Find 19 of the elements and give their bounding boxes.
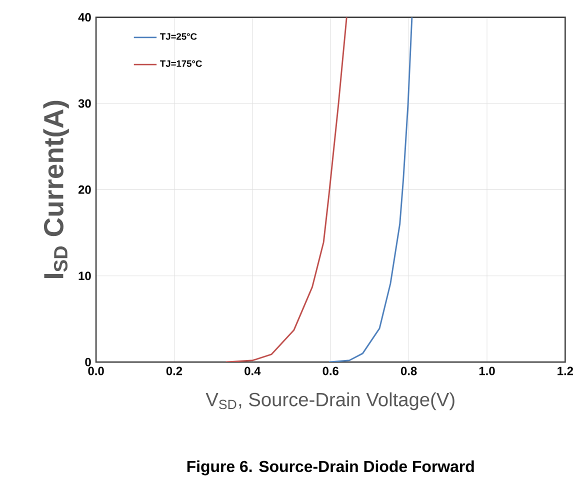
legend-label: TJ=25°C	[160, 33, 197, 40]
y-tick-label: 30	[78, 99, 91, 108]
x-tick-label: 0.4	[244, 366, 261, 376]
x-tick-label: 0.6	[322, 366, 338, 376]
line-series	[328, 17, 413, 362]
x-tick-label: 1.2	[558, 366, 574, 376]
y-tick-label: 10	[78, 272, 91, 280]
text: Figure 6. Source-Drain Diode Forward	[187, 460, 474, 476]
x-tick-label: 1.0	[479, 366, 495, 376]
x-tick-label: 0.2	[166, 366, 182, 376]
x-tick-label: 0.0	[88, 366, 104, 376]
y-axis-title: I$_{SD}$ Current(A)	[43, 100, 69, 278]
y-tick-label: 40	[78, 13, 91, 22]
y-tick-label: 0	[85, 358, 91, 366]
line-series	[225, 17, 348, 362]
y-tick-label: 20	[78, 185, 91, 194]
x-tick-label: 0.8	[400, 366, 417, 376]
x-axis-title: V$_{SD}$, Source-Drain Voltage(V)	[206, 392, 454, 410]
legend-label: TJ=175°C	[160, 60, 202, 67]
